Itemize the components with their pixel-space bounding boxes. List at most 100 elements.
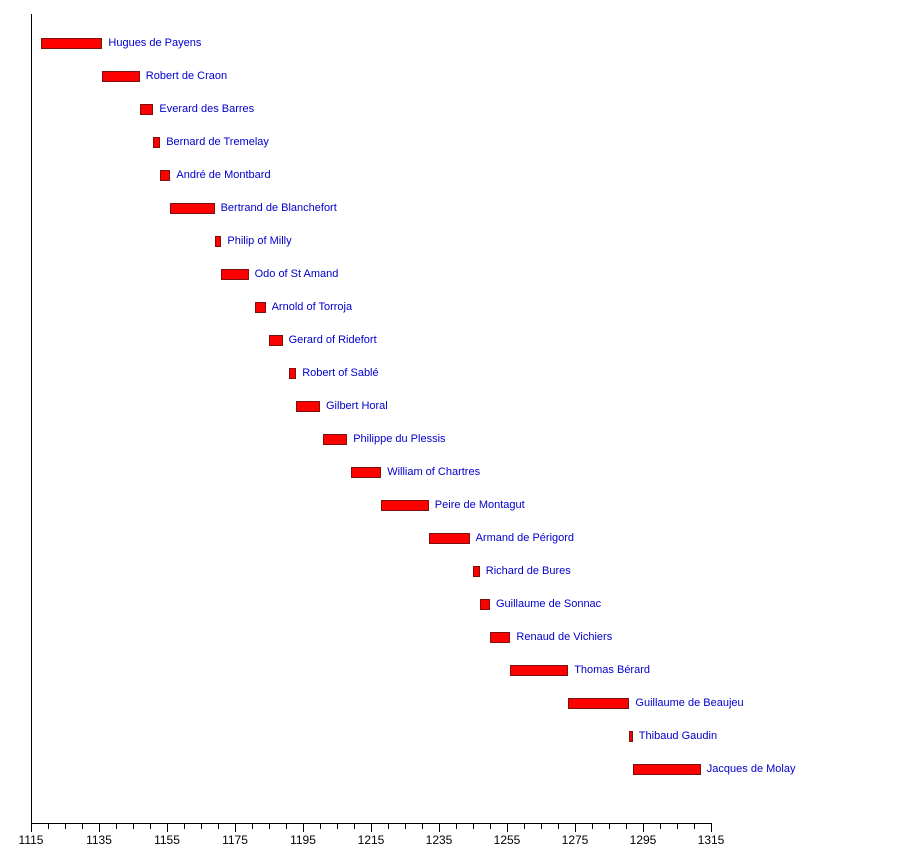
timeline-bar bbox=[153, 136, 161, 148]
timeline-bar bbox=[350, 466, 382, 478]
timeline-bar bbox=[428, 532, 470, 544]
timeline-bar bbox=[170, 202, 215, 214]
timeline-bar bbox=[629, 730, 633, 742]
x-axis-line bbox=[31, 823, 712, 824]
timeline-bar bbox=[568, 697, 630, 709]
minor-tick bbox=[116, 824, 117, 829]
minor-tick bbox=[269, 824, 270, 829]
timeline-bar bbox=[473, 565, 480, 577]
major-tick bbox=[711, 824, 712, 832]
minor-tick bbox=[354, 824, 355, 829]
major-tick bbox=[371, 824, 372, 832]
x-tick-label: 1315 bbox=[697, 833, 725, 847]
minor-tick bbox=[65, 824, 66, 829]
minor-tick bbox=[133, 824, 134, 829]
major-tick bbox=[439, 824, 440, 832]
minor-tick bbox=[405, 824, 406, 829]
minor-tick bbox=[694, 824, 695, 829]
x-tick-label: 1135 bbox=[86, 833, 112, 847]
minor-tick bbox=[456, 824, 457, 829]
bar-label: Thibaud Gaudin bbox=[638, 730, 718, 742]
bar-label: Armand de Périgord bbox=[475, 532, 575, 544]
minor-tick bbox=[524, 824, 525, 829]
timeline-bar bbox=[479, 598, 490, 610]
x-tick-label: 1235 bbox=[425, 833, 453, 847]
minor-tick bbox=[150, 824, 151, 829]
x-tick-label: 1275 bbox=[561, 833, 589, 847]
timeline-bar bbox=[296, 400, 320, 412]
timeline-bar bbox=[214, 235, 222, 247]
bar-label: Gilbert Horal bbox=[326, 400, 388, 412]
minor-tick bbox=[473, 824, 474, 829]
x-tick-label: 1255 bbox=[493, 833, 521, 847]
timeline-bar bbox=[269, 334, 283, 346]
minor-tick bbox=[490, 824, 491, 829]
minor-tick bbox=[626, 824, 627, 829]
major-tick bbox=[31, 824, 32, 832]
bar-label: Richard de Bures bbox=[485, 565, 571, 577]
bar-label: Peire de Montagut bbox=[434, 499, 525, 511]
bar-label: Arnold of Torroja bbox=[271, 301, 353, 313]
timeline-bar bbox=[160, 169, 171, 181]
timeline-bar bbox=[490, 631, 511, 643]
minor-tick bbox=[677, 824, 678, 829]
bar-label: Odo of St Amand bbox=[254, 268, 339, 280]
timeline-bar bbox=[381, 499, 429, 511]
bar-label: Guillaume de Beaujeu bbox=[635, 697, 744, 709]
bar-label: Robert de Craon bbox=[145, 70, 228, 82]
bar-label: William of Chartres bbox=[387, 466, 481, 478]
bar-label: Gerard of Ridefort bbox=[288, 334, 377, 346]
major-tick bbox=[235, 824, 236, 832]
bar-label: Renaud de Vichiers bbox=[516, 631, 613, 643]
x-tick-label: 1295 bbox=[629, 833, 657, 847]
minor-tick bbox=[218, 824, 219, 829]
minor-tick bbox=[337, 824, 338, 829]
timeline-bar bbox=[139, 103, 154, 115]
bar-label: Bertrand de Blanchefort bbox=[220, 202, 337, 214]
major-tick bbox=[575, 824, 576, 832]
bar-label: Philippe du Plessis bbox=[353, 433, 446, 445]
x-tick-label: 1115 bbox=[18, 833, 44, 847]
minor-tick bbox=[82, 824, 83, 829]
minor-tick bbox=[660, 824, 661, 829]
major-tick bbox=[643, 824, 644, 832]
major-tick bbox=[99, 824, 100, 832]
bar-label: Philip of Milly bbox=[227, 235, 292, 247]
minor-tick bbox=[286, 824, 287, 829]
timeline-bar bbox=[323, 433, 348, 445]
timeline-bar bbox=[289, 367, 297, 379]
timeline-bar bbox=[255, 301, 266, 313]
x-tick-label: 1215 bbox=[357, 833, 385, 847]
timeline-bar bbox=[102, 70, 140, 82]
minor-tick bbox=[48, 824, 49, 829]
bar-label: Thomas Bérard bbox=[574, 664, 650, 676]
timeline-bar bbox=[221, 268, 249, 280]
x-tick-label: 1195 bbox=[290, 833, 316, 847]
minor-tick bbox=[388, 824, 389, 829]
major-tick bbox=[303, 824, 304, 832]
minor-tick bbox=[252, 824, 253, 829]
bar-label: Robert of Sablé bbox=[302, 367, 379, 379]
timeline-bar bbox=[632, 763, 701, 775]
major-tick bbox=[167, 824, 168, 832]
minor-tick bbox=[422, 824, 423, 829]
bar-label: Hugues de Payens bbox=[108, 37, 202, 49]
minor-tick bbox=[592, 824, 593, 829]
minor-tick bbox=[184, 824, 185, 829]
bar-label: Everard des Barres bbox=[159, 103, 255, 115]
timeline-bar bbox=[510, 664, 569, 676]
bar-label: Bernard de Tremelay bbox=[166, 136, 269, 148]
minor-tick bbox=[201, 824, 202, 829]
timeline-bar bbox=[41, 37, 103, 49]
bar-label: Jacques de Molay bbox=[706, 763, 796, 775]
major-tick bbox=[507, 824, 508, 832]
minor-tick bbox=[558, 824, 559, 829]
minor-tick bbox=[320, 824, 321, 829]
bar-label: Guillaume de Sonnac bbox=[496, 598, 602, 610]
bar-label: André de Montbard bbox=[176, 169, 271, 181]
minor-tick bbox=[541, 824, 542, 829]
minor-tick bbox=[609, 824, 610, 829]
x-tick-label: 1155 bbox=[154, 833, 180, 847]
y-axis-line bbox=[31, 14, 32, 823]
